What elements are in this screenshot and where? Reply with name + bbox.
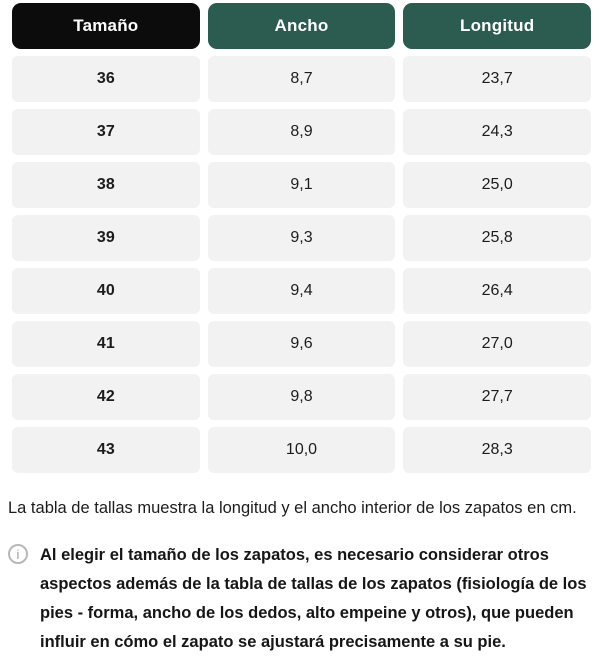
cell-width: 9,8 bbox=[207, 374, 396, 420]
info-note-text: Al elegir el tamaño de los zapatos, es n… bbox=[40, 546, 587, 651]
table-row: 36 8,7 23,7 bbox=[12, 56, 591, 102]
cell-length: 25,8 bbox=[403, 215, 591, 261]
cell-width: 9,6 bbox=[207, 321, 396, 367]
info-note: i Al elegir el tamaño de los zapatos, es… bbox=[8, 541, 592, 657]
table-row: 38 9,1 25,0 bbox=[12, 162, 591, 208]
cell-length: 23,7 bbox=[403, 56, 591, 102]
table-row: 39 9,3 25,8 bbox=[12, 215, 591, 261]
cell-width: 9,3 bbox=[207, 215, 396, 261]
cell-width: 10,0 bbox=[207, 427, 396, 473]
cell-size: 39 bbox=[12, 215, 200, 261]
table-row: 41 9,6 27,0 bbox=[12, 321, 591, 367]
table-description: La tabla de tallas muestra la longitud y… bbox=[8, 499, 577, 517]
cell-length: 27,0 bbox=[403, 321, 591, 367]
cell-length: 25,0 bbox=[403, 162, 591, 208]
table-row: 42 9,8 27,7 bbox=[12, 374, 591, 420]
cell-length: 27,7 bbox=[403, 374, 591, 420]
cell-length: 28,3 bbox=[403, 427, 591, 473]
cell-size: 41 bbox=[12, 321, 200, 367]
cell-size: 36 bbox=[12, 56, 200, 102]
table-row: 43 10,0 28,3 bbox=[12, 427, 591, 473]
cell-size: 37 bbox=[12, 109, 200, 155]
header-length: Longitud bbox=[403, 3, 591, 49]
cell-width: 8,7 bbox=[207, 56, 396, 102]
cell-width: 9,4 bbox=[207, 268, 396, 314]
table-header-row: Tamaño Ancho Longitud bbox=[12, 3, 591, 49]
info-icon: i bbox=[8, 544, 28, 564]
table-body: 36 8,7 23,7 37 8,9 24,3 38 9,1 25,0 39 9,3 25,8 40 9,… bbox=[12, 56, 591, 473]
cell-size: 42 bbox=[12, 374, 200, 420]
cell-length: 26,4 bbox=[403, 268, 591, 314]
cell-size: 40 bbox=[12, 268, 200, 314]
table-row: 37 8,9 24,3 bbox=[12, 109, 591, 155]
cell-size: 43 bbox=[12, 427, 200, 473]
cell-size: 38 bbox=[12, 162, 200, 208]
size-table: Tamaño Ancho Longitud 36 8,7 23,7 37 8,9 24,3… bbox=[12, 3, 591, 473]
header-width: Ancho bbox=[207, 3, 396, 49]
cell-width: 8,9 bbox=[207, 109, 396, 155]
table-row: 40 9,4 26,4 bbox=[12, 268, 591, 314]
header-size: Tamaño bbox=[12, 3, 200, 49]
cell-length: 24,3 bbox=[403, 109, 591, 155]
cell-width: 9,1 bbox=[207, 162, 396, 208]
